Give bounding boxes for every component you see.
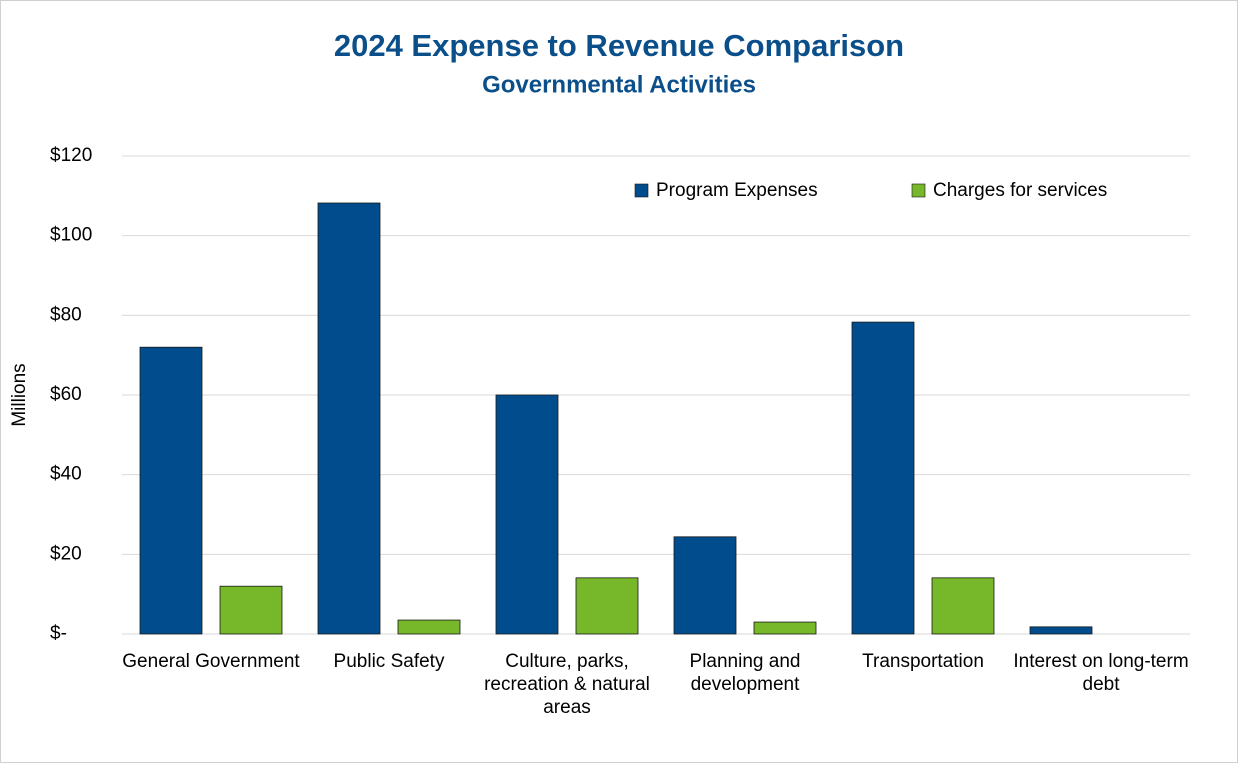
bar (753, 621, 817, 635)
bar (931, 577, 995, 635)
chart-subtitle: Governmental Activities (482, 71, 756, 98)
bar (575, 577, 639, 635)
bar (397, 619, 461, 635)
x-tick-label: Interest on long-term debt (1013, 651, 1189, 695)
bar (1029, 626, 1093, 635)
y-tick-label: $120 (50, 145, 92, 166)
y-tick-label: $80 (50, 304, 82, 325)
bar (495, 394, 559, 635)
x-tick-label: Public Safety (333, 651, 445, 672)
bar (317, 202, 381, 635)
bar (673, 536, 737, 635)
y-tick-label: $60 (50, 384, 82, 405)
x-tick-label: General Government (122, 651, 300, 672)
bar (851, 321, 915, 635)
legend-swatch (634, 183, 649, 198)
x-tick-label: Culture, parks, recreation & natural are… (484, 651, 650, 718)
x-tick-label: Planning and development (689, 651, 801, 695)
y-axis-label: Millions (9, 363, 30, 426)
chart-title: 2024 Expense to Revenue Comparison (334, 28, 904, 63)
legend-label: Charges for services (933, 180, 1107, 201)
bar (219, 585, 283, 635)
y-tick-label: $20 (50, 543, 82, 564)
x-tick-label: Transportation (862, 651, 984, 672)
y-tick-label: $40 (50, 464, 82, 485)
y-tick-label: $100 (50, 225, 92, 246)
legend-swatch (911, 183, 926, 198)
y-tick-label: $- (50, 623, 67, 644)
bar (139, 346, 203, 635)
legend-label: Program Expenses (656, 180, 818, 201)
